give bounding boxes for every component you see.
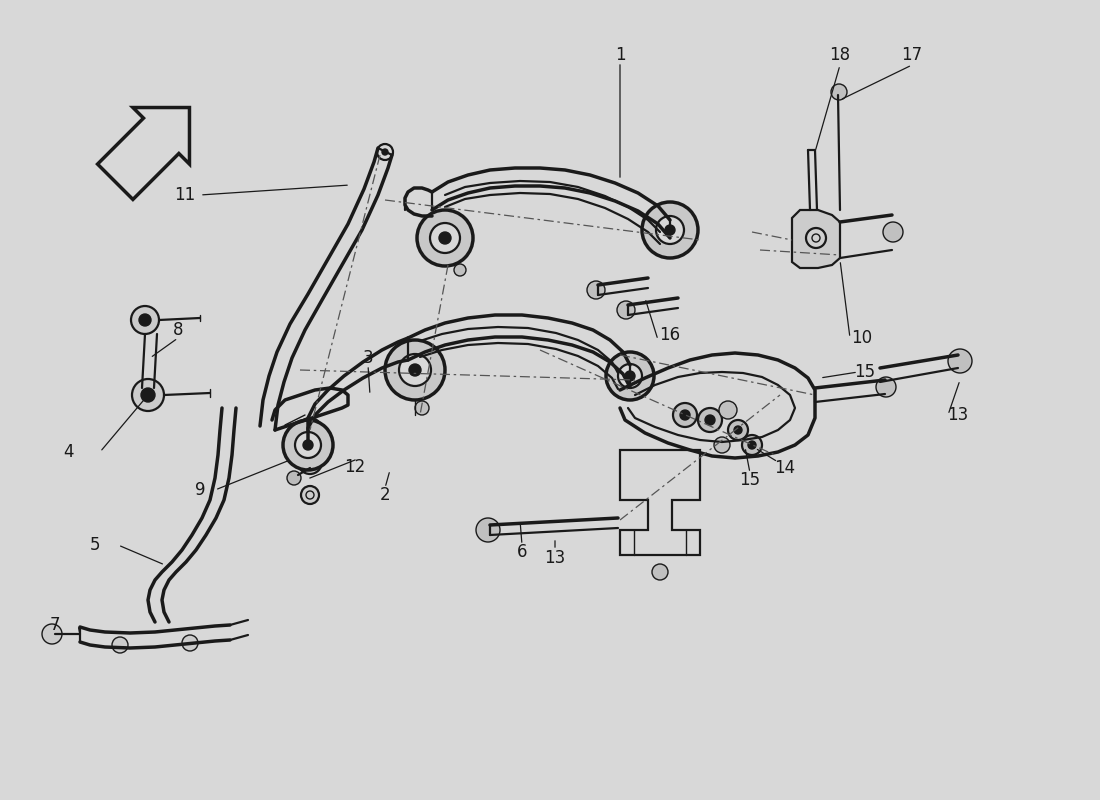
Polygon shape [98, 107, 189, 199]
Text: 16: 16 [659, 326, 681, 344]
Circle shape [298, 450, 322, 474]
Circle shape [182, 635, 198, 651]
Circle shape [141, 388, 155, 402]
Circle shape [132, 379, 164, 411]
Circle shape [305, 457, 315, 467]
Circle shape [476, 518, 501, 542]
Circle shape [302, 440, 313, 450]
Circle shape [430, 223, 460, 253]
Text: 17: 17 [901, 46, 923, 64]
Circle shape [948, 349, 972, 373]
Circle shape [625, 371, 635, 381]
Circle shape [652, 564, 668, 580]
Circle shape [295, 432, 321, 458]
Circle shape [415, 401, 429, 415]
Circle shape [287, 471, 301, 485]
Text: 15: 15 [739, 471, 760, 489]
Circle shape [642, 202, 698, 258]
Text: 7: 7 [50, 616, 60, 634]
Circle shape [830, 84, 847, 100]
Circle shape [876, 377, 896, 397]
Circle shape [454, 264, 466, 276]
Text: 3: 3 [363, 349, 373, 367]
Text: 12: 12 [344, 458, 365, 476]
Circle shape [673, 403, 697, 427]
Circle shape [301, 486, 319, 504]
Circle shape [131, 306, 160, 334]
Circle shape [587, 281, 605, 299]
Text: 1: 1 [615, 46, 625, 64]
Circle shape [283, 420, 333, 470]
Circle shape [618, 364, 642, 388]
Circle shape [42, 624, 62, 644]
Circle shape [728, 420, 748, 440]
Text: 18: 18 [829, 46, 850, 64]
Text: 14: 14 [774, 459, 795, 477]
Circle shape [734, 426, 742, 434]
Circle shape [714, 437, 730, 453]
Circle shape [112, 637, 128, 653]
Circle shape [748, 441, 756, 449]
Circle shape [382, 149, 388, 155]
Circle shape [698, 408, 722, 432]
Polygon shape [792, 210, 840, 268]
Circle shape [377, 144, 393, 160]
Circle shape [305, 425, 315, 435]
Circle shape [617, 301, 635, 319]
Circle shape [666, 225, 675, 235]
Text: 13: 13 [544, 549, 565, 567]
Circle shape [806, 228, 826, 248]
Text: 2: 2 [379, 486, 390, 504]
Circle shape [719, 401, 737, 419]
Text: 8: 8 [173, 321, 184, 339]
Circle shape [417, 210, 473, 266]
Circle shape [298, 418, 322, 442]
Circle shape [883, 222, 903, 242]
Text: 4: 4 [63, 443, 74, 461]
Text: 10: 10 [851, 329, 872, 347]
Text: 9: 9 [195, 481, 206, 499]
Text: 5: 5 [90, 536, 100, 554]
Text: 15: 15 [855, 363, 876, 381]
Circle shape [656, 216, 684, 244]
Circle shape [399, 354, 431, 386]
Text: 6: 6 [517, 543, 527, 561]
Circle shape [705, 415, 715, 425]
Text: 11: 11 [175, 186, 196, 204]
Circle shape [385, 340, 446, 400]
Circle shape [139, 314, 151, 326]
Text: 13: 13 [947, 406, 969, 424]
Circle shape [742, 435, 762, 455]
Circle shape [409, 364, 421, 376]
Circle shape [606, 352, 654, 400]
Circle shape [439, 232, 451, 244]
Circle shape [680, 410, 690, 420]
